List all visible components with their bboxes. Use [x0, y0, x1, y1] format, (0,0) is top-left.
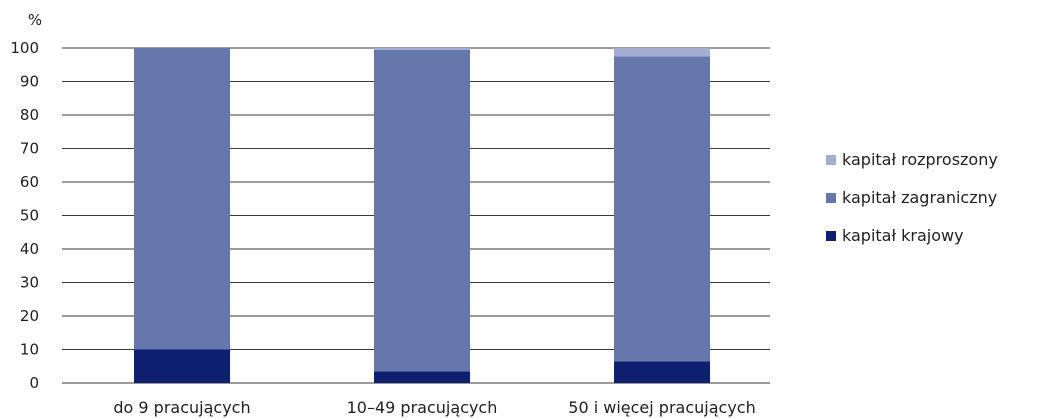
x-category-label: do 9 pracujących [113, 398, 250, 417]
bar-segment [374, 48, 470, 50]
bar-segment [134, 48, 230, 350]
y-axis-ticks: 0 10 20 30 40 50 60 70 80 90 100 [10, 39, 39, 392]
legend-swatch [826, 155, 836, 165]
x-category-label: 10–49 pracujących [347, 398, 498, 417]
y-tick-label: 30 [20, 274, 39, 292]
legend-label: kapitał zagraniczny [842, 188, 997, 207]
y-axis-unit-label: % [28, 11, 42, 29]
y-tick-label: 70 [20, 140, 39, 158]
x-axis-labels: do 9 pracujących 10–49 pracujących 50 i wi… [113, 398, 755, 417]
x-category-label: 50 i więcej pracujących [568, 398, 755, 417]
y-tick-label: 20 [20, 307, 39, 325]
legend-swatch [826, 193, 836, 203]
bar-segment [374, 49, 470, 372]
bar-segment [374, 371, 470, 383]
bar-segment [614, 48, 710, 57]
legend-label: kapitał krajowy [842, 226, 964, 245]
y-tick-label: 90 [20, 73, 39, 91]
y-tick-label: 50 [20, 207, 39, 225]
bar-segment [614, 56, 710, 362]
bars [134, 48, 710, 383]
bar-segment [134, 349, 230, 383]
legend-label: kapitał rozproszony [842, 150, 998, 169]
legend-swatch [826, 231, 836, 241]
y-tick-label: 80 [20, 106, 39, 124]
y-tick-label: 100 [10, 39, 39, 57]
y-tick-label: 60 [20, 173, 39, 191]
y-tick-label: 0 [29, 374, 39, 392]
legend: kapitał rozproszony kapitał zagraniczny ka… [826, 150, 998, 245]
y-tick-label: 40 [20, 240, 39, 258]
bar-segment [614, 361, 710, 383]
y-tick-label: 10 [20, 341, 39, 359]
